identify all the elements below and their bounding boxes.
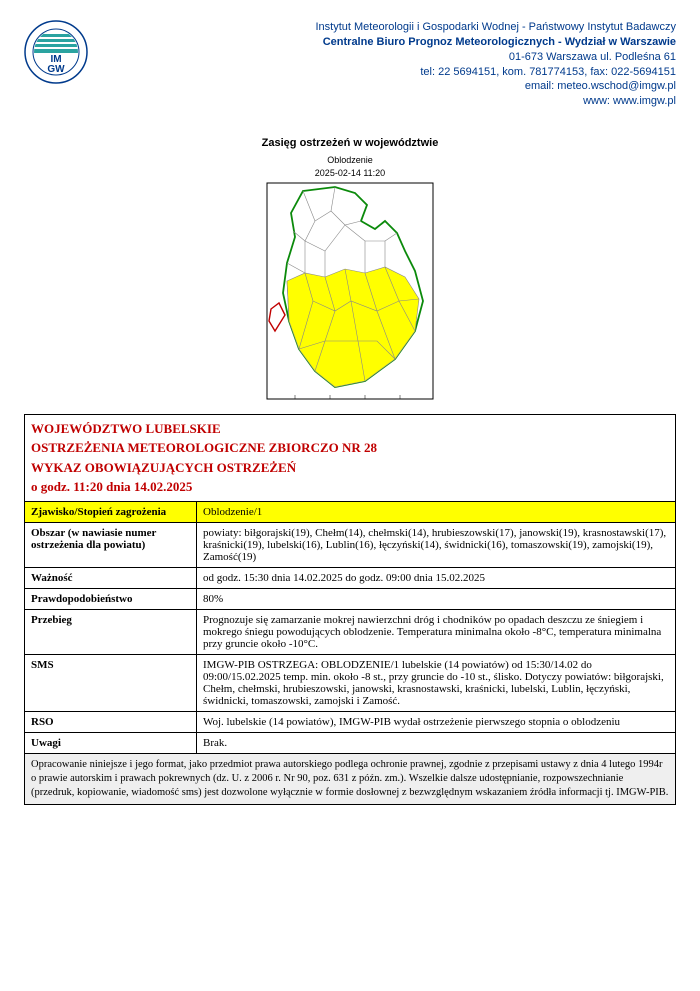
course-row: Przebieg Prognozuje się zamarzanie mokre…: [25, 609, 676, 654]
validity-label: Ważność: [25, 567, 197, 588]
probability-label: Prawdopodobieństwo: [25, 588, 197, 609]
notes-label: Uwagi: [25, 732, 197, 753]
header-line-6: www: www.imgw.pl: [104, 94, 676, 109]
warning-title-cell: WOJEWÓDZTWO LUBELSKIE OSTRZEŻENIA METEOR…: [25, 414, 676, 501]
validity-row: Ważność od godz. 15:30 dnia 14.02.2025 d…: [25, 567, 676, 588]
sms-label: SMS: [25, 654, 197, 711]
header-line-5: email: meteo.wschod@imgw.pl: [104, 79, 676, 94]
footer-row: Opracowanie niniejsze i jego format, jak…: [25, 753, 676, 805]
header-line-2: Centralne Biuro Prognoz Meteorologicznyc…: [104, 35, 676, 50]
header-line-4: tel: 22 5694151, kom. 781774153, fax: 02…: [104, 65, 676, 80]
area-row: Obszar (w nawiasie numer ostrzeżenia dla…: [25, 522, 676, 567]
document-header: IM GW Instytut Meteorologii i Gospodarki…: [24, 20, 676, 109]
warning-map: [24, 181, 676, 404]
title-l3: WYKAZ OBOWIĄZUJĄCYCH OSTRZEŻEŃ: [31, 458, 669, 478]
probability-row: Prawdopodobieństwo 80%: [25, 588, 676, 609]
course-value: Prognozuje się zamarzanie mokrej nawierz…: [197, 609, 676, 654]
rso-label: RSO: [25, 711, 197, 732]
footer-text: Opracowanie niniejsze i jego format, jak…: [25, 753, 676, 805]
notes-value: Brak.: [197, 732, 676, 753]
header-address: Instytut Meteorologii i Gospodarki Wodne…: [104, 20, 676, 109]
validity-value: od godz. 15:30 dnia 14.02.2025 do godz. …: [197, 567, 676, 588]
title-l2: OSTRZEŻENIA METEOROLOGICZNE ZBIORCZO NR …: [31, 438, 669, 458]
course-label: Przebieg: [25, 609, 197, 654]
phenomenon-label: Zjawisko/Stopień zagrożenia: [25, 501, 197, 522]
map-section-title: Zasięg ostrzeżeń w województwie: [24, 137, 676, 149]
svg-text:GW: GW: [47, 64, 65, 75]
area-label: Obszar (w nawiasie numer ostrzeżenia dla…: [25, 522, 197, 567]
area-value: powiaty: biłgorajski(19), Chełm(14), che…: [197, 522, 676, 567]
probability-value: 80%: [197, 588, 676, 609]
phenomenon-value: Oblodzenie/1: [197, 501, 676, 522]
sms-value: IMGW-PIB OSTRZEGA: OBLODZENIE/1 lubelski…: [197, 654, 676, 711]
map-caption-1: Oblodzenie: [24, 155, 676, 166]
title-l4: o godz. 11:20 dnia 14.02.2025: [31, 477, 669, 497]
sms-row: SMS IMGW-PIB OSTRZEGA: OBLODZENIE/1 lube…: [25, 654, 676, 711]
warning-table: WOJEWÓDZTWO LUBELSKIE OSTRZEŻENIA METEOR…: [24, 414, 676, 806]
map-caption-2: 2025-02-14 11:20: [24, 168, 676, 179]
rso-row: RSO Woj. lubelskie (14 powiatów), IMGW-P…: [25, 711, 676, 732]
imgw-logo: IM GW: [24, 20, 88, 84]
title-l1: WOJEWÓDZTWO LUBELSKIE: [31, 419, 669, 439]
title-row: WOJEWÓDZTWO LUBELSKIE OSTRZEŻENIA METEOR…: [25, 414, 676, 501]
header-line-3: 01-673 Warszawa ul. Podleśna 61: [104, 50, 676, 65]
header-line-1: Instytut Meteorologii i Gospodarki Wodne…: [104, 20, 676, 35]
rso-value: Woj. lubelskie (14 powiatów), IMGW-PIB w…: [197, 711, 676, 732]
phenomenon-row: Zjawisko/Stopień zagrożenia Oblodzenie/1: [25, 501, 676, 522]
notes-row: Uwagi Brak.: [25, 732, 676, 753]
